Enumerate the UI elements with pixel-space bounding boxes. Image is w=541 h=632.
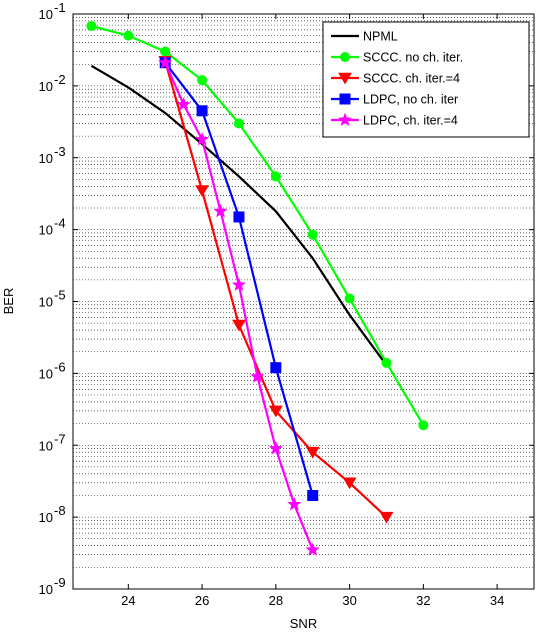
series-line [90, 64, 388, 366]
legend-label: SCCC. no ch. iter. [363, 51, 463, 65]
legend-label: LDPC, no ch. iter [363, 93, 458, 107]
y-tick-exponent: -8 [54, 503, 66, 518]
y-tick-label: 10 [39, 151, 53, 166]
legend-item: SCCC. ch. iter.=4 [331, 72, 460, 86]
data-point [268, 405, 283, 418]
data-point [231, 277, 246, 291]
y-tick-label: 10 [39, 79, 53, 94]
x-tick-label: 34 [490, 593, 504, 608]
legend-marker [340, 52, 350, 62]
legend-label: SCCC. ch. iter.=4 [363, 72, 460, 86]
y-tick-exponent: -6 [54, 359, 66, 374]
data-point [86, 21, 97, 32]
data-point [197, 75, 208, 86]
data-point [418, 420, 429, 431]
data-point [250, 369, 265, 383]
legend-item: NPML [331, 30, 398, 44]
legend-item: LDPC, no ch. iter [331, 93, 458, 107]
y-tick-exponent: -3 [54, 144, 66, 159]
legend-marker [338, 72, 352, 85]
y-tick-exponent: -4 [54, 216, 66, 231]
legend-marker [339, 93, 351, 105]
series-group [86, 21, 429, 556]
x-tick-label: 28 [269, 593, 283, 608]
data-point [305, 446, 320, 459]
data-point [160, 46, 171, 57]
legend-label: LDPC, ch. iter.=4 [363, 114, 458, 128]
data-point [233, 118, 244, 129]
y-tick-label: 10 [39, 7, 53, 22]
data-point [270, 171, 281, 182]
legend-label: NPML [363, 30, 398, 44]
data-point [233, 211, 245, 223]
data-point [305, 542, 320, 556]
y-tick-label: 10 [39, 582, 53, 597]
data-point [158, 55, 173, 69]
data-point [342, 477, 357, 490]
data-point [195, 185, 209, 197]
legend-item: LDPC, ch. iter.=4 [331, 112, 458, 128]
axis-labels: SNR BER [1, 288, 317, 631]
y-tick-exponent: -1 [54, 0, 66, 15]
data-point [176, 97, 191, 111]
x-tick-label: 30 [342, 593, 356, 608]
data-point [307, 229, 318, 240]
data-point [379, 511, 394, 524]
y-tick-label: 10 [39, 510, 53, 525]
legend-marker [337, 112, 353, 126]
data-point [287, 497, 302, 511]
x-axis-label: SNR [290, 616, 317, 631]
x-tick-label: 26 [195, 593, 209, 608]
y-axis-label: BER [1, 288, 16, 315]
data-point [196, 105, 208, 117]
y-tick-label: 10 [39, 295, 53, 310]
data-point [213, 203, 228, 218]
y-tick-exponent: -7 [54, 431, 66, 446]
data-point [123, 30, 134, 41]
data-point [195, 132, 210, 146]
legend-box [322, 21, 530, 138]
legend: NPML SCCC. no ch. iter. SCCC. ch. iter.=4 L… [322, 21, 530, 138]
data-point [232, 319, 246, 332]
data-point [381, 357, 392, 368]
x-tick-label: 24 [121, 593, 135, 608]
ticks: 24 26 28 30 32 3410-910-810-710-610-510-410-3… [39, 0, 534, 608]
series-0 [90, 64, 388, 366]
data-point [268, 441, 283, 455]
series-line [91, 24, 425, 426]
legend-item: SCCC. no ch. iter. [331, 51, 463, 65]
series-4 [158, 55, 320, 556]
data-point [344, 293, 355, 304]
y-tick-label: 10 [39, 223, 53, 238]
x-tick-label: 32 [416, 593, 430, 608]
y-tick-exponent: -5 [54, 288, 66, 303]
y-tick-label: 10 [39, 366, 53, 381]
data-point [307, 489, 319, 501]
data-point [270, 362, 282, 374]
y-tick-exponent: -2 [54, 72, 66, 87]
y-tick-exponent: -9 [54, 575, 66, 590]
y-tick-label: 10 [39, 438, 53, 453]
